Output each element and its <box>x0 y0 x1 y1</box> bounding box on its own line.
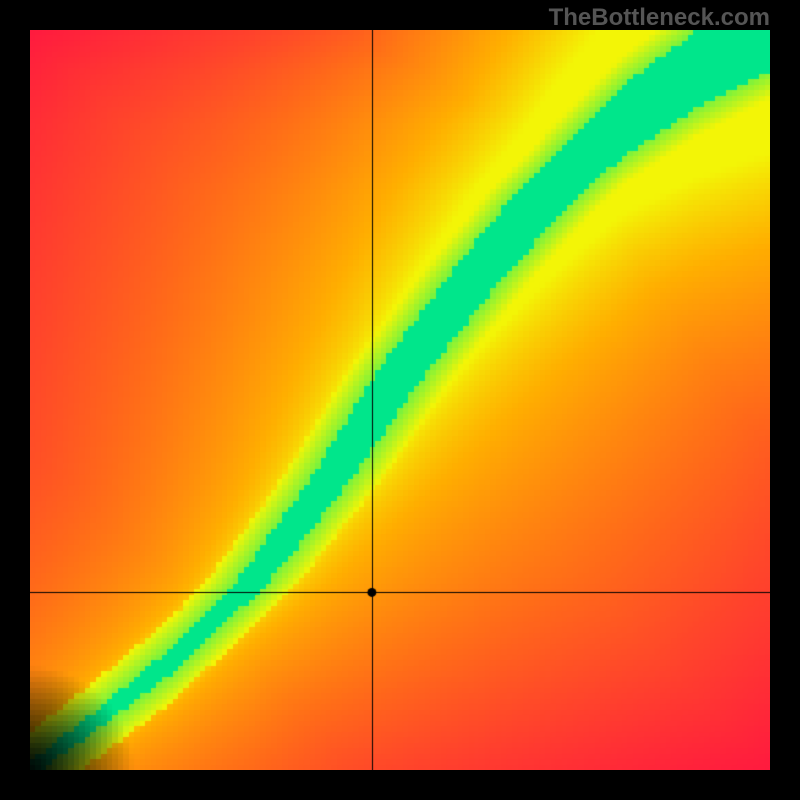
bottleneck-heatmap <box>30 30 770 770</box>
watermark-text: TheBottleneck.com <box>549 4 770 32</box>
